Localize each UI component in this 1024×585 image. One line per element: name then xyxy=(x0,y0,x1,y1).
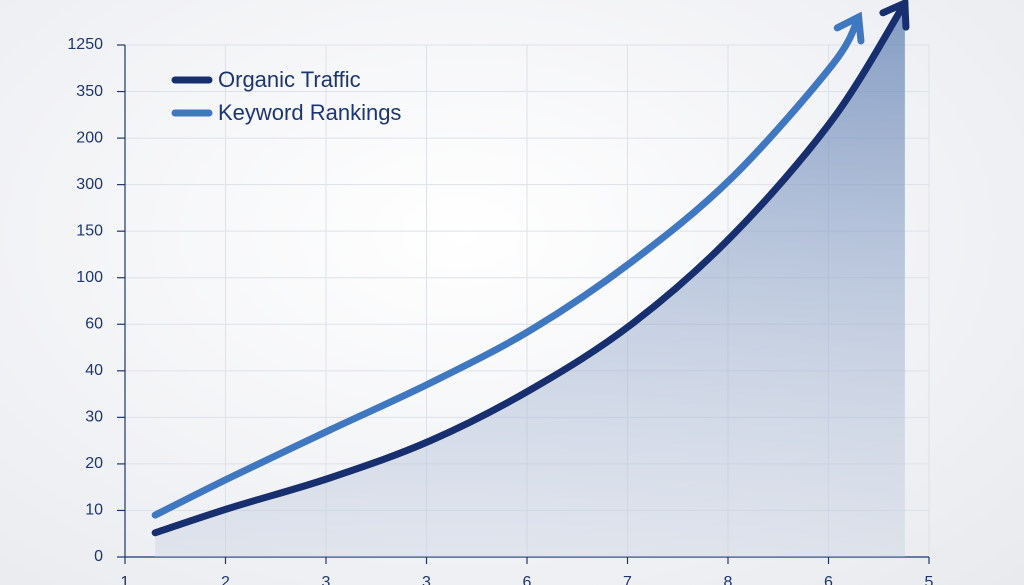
x-tick-label: 3 xyxy=(422,574,431,585)
area xyxy=(155,3,905,558)
x-tick-label: 6 xyxy=(523,574,532,585)
x-tick-label: 7 xyxy=(623,574,632,585)
x-tick-label: 5 xyxy=(925,574,934,585)
y-tick-label: 350 xyxy=(76,83,103,100)
x-tick-label: 1 xyxy=(121,574,130,585)
x-tick-label: 8 xyxy=(724,574,733,585)
arrowhead xyxy=(833,11,865,45)
y-tick-label: 0 xyxy=(94,548,103,565)
y-tick-label: 300 xyxy=(76,176,103,193)
legend-label: Keyword Rankings xyxy=(218,100,401,125)
x-tick-label: 3 xyxy=(322,574,331,585)
y-tick-label: 100 xyxy=(76,269,103,286)
y-tick-label: 150 xyxy=(76,222,103,239)
y-tick-label: 1250 xyxy=(67,36,103,53)
y-tick-label: 200 xyxy=(76,129,103,146)
y-tick-label: 40 xyxy=(85,362,103,379)
y-tick-label: 30 xyxy=(85,409,103,426)
y-tick-label: 10 xyxy=(85,502,103,519)
line xyxy=(151,13,863,519)
line xyxy=(151,0,909,537)
legend-label: Organic Traffic xyxy=(218,67,361,92)
arrowhead xyxy=(879,0,910,31)
y-tick-label: 60 xyxy=(85,315,103,332)
y-tick-label: 20 xyxy=(85,455,103,472)
x-tick-label: 2 xyxy=(221,574,230,585)
x-tick-label: 6 xyxy=(824,574,833,585)
